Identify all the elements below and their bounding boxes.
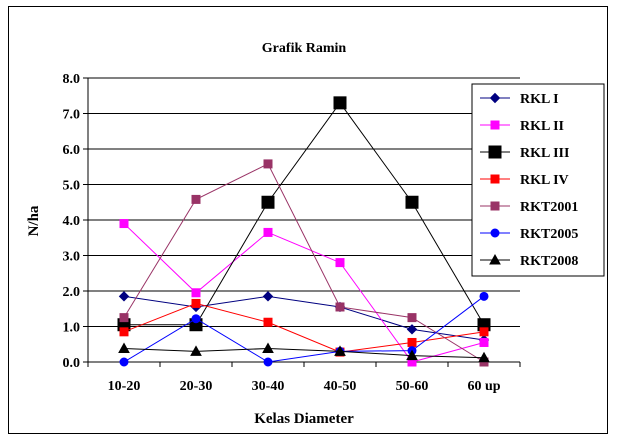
legend-marker (490, 120, 500, 130)
y-tick-label: 1.0 (63, 321, 81, 336)
y-tick-label: 5.0 (63, 179, 81, 194)
data-point (262, 291, 274, 302)
data-point (405, 195, 419, 209)
legend-item: RKT2005 (480, 227, 578, 242)
data-point (479, 327, 489, 337)
data-point (407, 313, 417, 323)
legend-marker (490, 174, 500, 184)
x-tick-label: 10-20 (108, 379, 141, 394)
data-point (479, 337, 489, 347)
y-tick-label: 6.0 (63, 143, 81, 158)
y-tick-label: 4.0 (63, 214, 81, 229)
series-line (124, 101, 485, 326)
data-point (335, 302, 345, 312)
legend-marker (488, 145, 502, 159)
y-tick-label: 8.0 (63, 72, 81, 87)
data-point (263, 317, 273, 327)
y-axis-title: N/ha (26, 205, 42, 236)
series-layer (117, 96, 491, 367)
data-point (334, 345, 346, 356)
y-tick-label: 3.0 (63, 250, 81, 265)
data-point (191, 298, 201, 308)
series-line (123, 163, 485, 363)
series-line (123, 295, 485, 363)
y-tick-label: 2.0 (63, 285, 81, 300)
legend-label: RKT2005 (520, 227, 578, 242)
data-point (407, 337, 417, 347)
data-point (119, 219, 129, 229)
axes: 0.0 1.0 2.0 3.0 4.0 5.0 6.0 7.0 8.0 10-20 20-30 30-… (63, 72, 521, 394)
series-rkl-iii (117, 96, 491, 332)
data-point (119, 327, 129, 337)
legend-label: RKL I (520, 92, 559, 107)
legend-marker (489, 253, 501, 265)
legend-item: RKL I (480, 92, 559, 107)
x-tick-label: 50-60 (396, 379, 429, 394)
legend-item: RKL III (480, 145, 569, 161)
data-point (478, 351, 490, 363)
data-point (119, 357, 129, 367)
series-line (123, 223, 485, 363)
x-tick-label: 60 up (467, 379, 500, 394)
series-line (123, 348, 485, 359)
legend-label: RKL III (520, 146, 569, 161)
data-point (119, 313, 129, 323)
data-point (263, 159, 273, 169)
legend-label: RKL II (520, 119, 564, 134)
data-point (406, 349, 418, 361)
data-point (262, 342, 274, 354)
legend-marker (490, 228, 500, 238)
legend-item: RKL IV (480, 173, 569, 188)
data-point (191, 314, 201, 324)
legend-marker (489, 92, 501, 104)
x-tick-label: 20-30 (180, 379, 213, 394)
legend-item: RKL II (480, 119, 564, 134)
y-tick-label: 7.0 (63, 108, 81, 123)
data-point (263, 357, 273, 367)
y-tick-label: 0.0 (63, 356, 81, 371)
legend-label: RKL IV (520, 173, 569, 188)
series-line (123, 295, 485, 341)
data-point (190, 345, 202, 356)
data-point (261, 195, 275, 209)
data-point (191, 288, 201, 298)
data-point (263, 227, 273, 237)
chart-title: Grafik Ramin (262, 41, 347, 56)
gridlines (88, 77, 520, 327)
x-tick-label: 30-40 (252, 379, 285, 394)
legend-marker (490, 201, 500, 211)
data-point (335, 258, 345, 268)
x-axis-title: Kelas Diameter (254, 411, 354, 427)
data-point (118, 291, 130, 302)
series-line (123, 302, 485, 353)
legend-label: RKT2001 (520, 200, 578, 215)
legend-item: RKT2001 (480, 200, 578, 215)
legend-item: RKT2008 (480, 253, 578, 269)
legend-label: RKT2008 (520, 254, 578, 269)
data-point (333, 96, 347, 110)
legend: RKL I RKL II RKL III RKL IV RKT2001 RKT2005 RK… (471, 83, 605, 277)
data-point (406, 324, 418, 335)
x-tick-label: 40-50 (324, 379, 357, 394)
data-point (479, 291, 489, 301)
data-point (118, 342, 130, 354)
series-rkt2008 (118, 342, 490, 363)
data-point (191, 194, 201, 204)
